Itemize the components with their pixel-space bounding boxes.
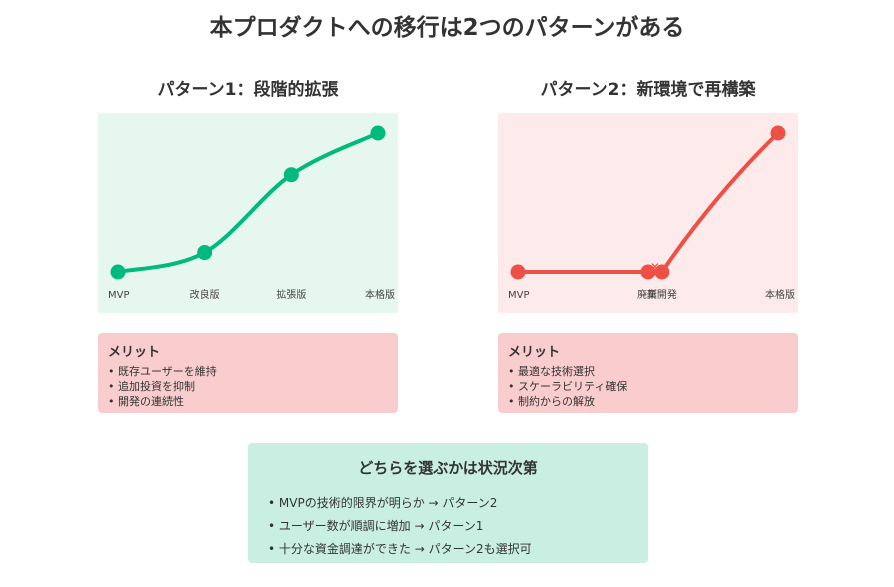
pattern-1-merit-item: • 既存ユーザーを維持 <box>108 365 217 378</box>
data-point <box>654 264 670 280</box>
pattern-2-merit-item: • 制約からの解放 <box>508 395 595 408</box>
x-tick-label: 拡張版 <box>276 288 306 301</box>
data-point <box>283 167 299 183</box>
summary-box: どちらを選ぶかは状況次第 • MVPの技術的限界が明らか → パターン2 • ユ… <box>248 443 648 563</box>
x-tick-label: 新開発 <box>647 288 677 301</box>
x-tick-label: MVP <box>508 290 530 301</box>
chart-background <box>498 113 798 313</box>
discard-marker-icon: ✕ <box>650 260 660 274</box>
summary-item: • ユーザー数が順調に増加 → パターン1 <box>268 519 484 533</box>
summary-title: どちらを選ぶかは状況次第 <box>358 459 538 477</box>
pattern-2-merit-item: • スケーラビリティ確保 <box>508 380 628 393</box>
pattern-1-merit-item: • 追加投資を抑制 <box>108 380 195 393</box>
x-tick-label: 改良版 <box>190 288 220 301</box>
pattern-2-merit-item: • 最適な技術選択 <box>508 365 595 378</box>
series-line <box>116 131 380 274</box>
data-point <box>510 264 526 280</box>
data-point <box>640 264 656 280</box>
x-tick-label: 本格版 <box>765 288 795 301</box>
pattern-1-chart-svg: MVP 改良版 拡張版 本格版 <box>98 113 398 313</box>
x-tick-label: 廃棄 <box>637 288 657 301</box>
data-point <box>110 264 126 280</box>
pattern-2-chart: MVP 廃棄 新開発 本格版 ✕ <box>498 113 798 313</box>
summary-item: • 十分な資金調達ができた → パターン2も選択可 <box>268 542 532 556</box>
data-point <box>197 245 213 261</box>
data-point <box>370 125 386 141</box>
x-tick-label: MVP <box>108 290 130 301</box>
pattern-1-heading: パターン1：段階的拡張 <box>157 80 339 100</box>
series-line <box>516 131 780 274</box>
page-title: 本プロダクトへの移行は2つのパターンがある <box>209 15 685 41</box>
pattern-2-merit-box: メリット • 最適な技術選択 • スケーラビリティ確保 • 制約からの解放 <box>498 333 798 413</box>
summary-item: • MVPの技術的限界が明らか → パターン2 <box>268 496 498 510</box>
pattern-1-merit-box: メリット • 既存ユーザーを維持 • 追加投資を抑制 • 開発の連続性 <box>98 333 398 413</box>
x-tick-label: 本格版 <box>365 288 395 301</box>
data-point <box>770 125 786 141</box>
pattern-1-merit-title: メリット <box>108 345 161 360</box>
pattern-2-merit-title: メリット <box>508 345 561 360</box>
pattern-1-chart: MVP 改良版 拡張版 本格版 <box>98 113 398 313</box>
pattern-1-merit-item: • 開発の連続性 <box>108 395 184 408</box>
pattern-2-heading: パターン2：新環境で再構築 <box>540 80 756 100</box>
